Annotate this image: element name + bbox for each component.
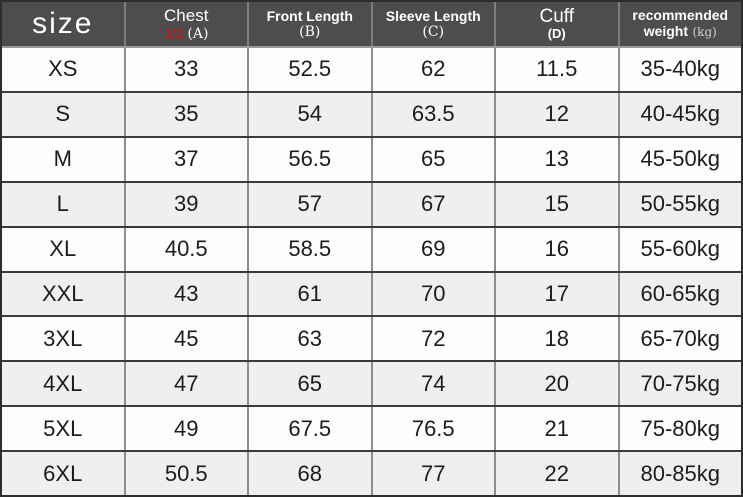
cell-sleeve-length: 62: [373, 48, 496, 91]
cell-size: S: [2, 92, 126, 136]
cell-size: L: [2, 182, 126, 226]
cell-size: 3XL: [2, 317, 126, 361]
header-sleeve-length: Sleeve Length (C): [373, 2, 496, 46]
header-sleeve-length-title: Sleeve Length: [385, 7, 481, 24]
cell-weight: 50-55kg: [640, 191, 720, 217]
cell-chest: 47: [126, 362, 249, 406]
cell-front-length: 68: [249, 452, 373, 496]
cell-front-length: 58.5: [249, 227, 373, 271]
header-front-length-letter: (B): [299, 24, 321, 40]
cell-cuff: 13: [496, 137, 620, 181]
cell-front-length: 54: [249, 92, 373, 136]
table-row: XS 33 52.5 62 11.5 35-40kg: [2, 48, 741, 93]
table-row: 4XL 47 65 74 20 70-75kg: [2, 362, 741, 408]
cell-sleeve-length: 65: [373, 137, 496, 181]
cell-sleeve-length: 77: [373, 452, 496, 496]
cell-sleeve-length: 69: [373, 227, 496, 271]
cell-weight: 70-75kg: [640, 370, 720, 396]
cell-cuff: 18: [496, 317, 620, 361]
header-front-length-title: Front Length: [266, 7, 353, 24]
cell-chest: 49: [126, 407, 249, 451]
cell-sleeve-length: 72: [373, 317, 496, 361]
cell-cuff: 17: [496, 272, 620, 316]
header-chest-letter: (A): [187, 26, 209, 43]
table-row: M 37 56.5 65 13 45-50kg: [2, 137, 741, 183]
cell-weight: 55-60kg: [640, 236, 720, 262]
cell-size: 6XL: [2, 452, 126, 496]
header-weight-label: weight: [643, 22, 689, 39]
header-chest-sub: 1/2 (A): [164, 25, 208, 42]
cell-chest: 40.5: [126, 227, 249, 271]
table-row: 5XL 49 67.5 76.5 21 75-80kg: [2, 407, 741, 453]
cell-sleeve-length: 70: [373, 272, 496, 316]
table-row: XXL 43 61 70 17 60-65kg: [2, 272, 741, 318]
cell-weight: 40-45kg: [640, 101, 720, 127]
cell-sleeve-length: 67: [373, 182, 496, 226]
cell-weight: 45-50kg: [640, 146, 720, 172]
header-sleeve-length-letter: (C): [422, 24, 445, 40]
cell-front-length: 56.5: [249, 137, 373, 181]
cell-chest: 35: [126, 92, 249, 136]
header-recommended-line1: recommended: [632, 6, 729, 23]
cell-size: M: [2, 137, 126, 181]
header-size-label: size: [32, 6, 94, 40]
header-cuff-title: Cuff: [539, 5, 574, 27]
cell-weight: 65-70kg: [640, 325, 720, 351]
cell-front-length: 63: [249, 317, 373, 361]
cell-size: XL: [2, 227, 126, 271]
cell-front-length: 65: [249, 362, 373, 406]
cell-chest: 37: [126, 137, 249, 181]
header-chest: Chest 1/2 (A): [126, 2, 249, 46]
cell-cuff: 20: [496, 362, 620, 406]
cell-cuff: 22: [496, 452, 620, 496]
cell-front-length: 57: [249, 182, 373, 226]
header-cuff: Cuff (D): [496, 2, 620, 46]
header-kg-unit: (kg): [692, 24, 717, 39]
cell-chest: 39: [126, 182, 249, 226]
table-header-row: size Chest 1/2 (A) Front Length (B) Slee…: [2, 2, 741, 48]
table-row: XL 40.5 58.5 69 16 55-60kg: [2, 227, 741, 273]
header-recommended-weight: recommended weight (kg): [620, 2, 742, 46]
cell-size: 4XL: [2, 362, 126, 406]
cell-chest: 43: [126, 272, 249, 316]
cell-sleeve-length: 74: [373, 362, 496, 406]
cell-weight: 60-65kg: [640, 280, 720, 306]
table-row: L 39 57 67 15 50-55kg: [2, 182, 741, 228]
header-size: size: [2, 2, 126, 46]
cell-cuff: 16: [496, 227, 620, 271]
cell-size: XXL: [2, 272, 126, 316]
cell-front-length: 61: [249, 272, 373, 316]
cell-chest: 33: [126, 48, 249, 91]
cell-chest: 50.5: [126, 452, 249, 496]
cell-size: 5XL: [2, 407, 126, 451]
table-row: 6XL 50.5 68 77 22 80-85kg: [2, 452, 741, 496]
cell-sleeve-length: 63.5: [373, 92, 496, 136]
cell-cuff: 11.5: [496, 48, 620, 91]
table-row: S 35 54 63.5 12 40-45kg: [2, 92, 741, 138]
table-row: 3XL 45 63 72 18 65-70kg: [2, 317, 741, 363]
cell-weight: 75-80kg: [640, 415, 720, 441]
header-recommended-line2: weight (kg): [644, 23, 717, 41]
cell-size: XS: [2, 48, 126, 91]
header-chest-title: Chest: [164, 5, 209, 25]
cell-sleeve-length: 76.5: [373, 407, 496, 451]
header-chest-fraction: 1/2: [164, 25, 184, 42]
cell-weight: 80-85kg: [640, 460, 720, 486]
cell-cuff: 21: [496, 407, 620, 451]
cell-weight: 35-40kg: [640, 56, 720, 82]
cell-front-length: 52.5: [249, 48, 373, 91]
cell-cuff: 12: [496, 92, 620, 136]
cell-front-length: 67.5: [249, 407, 373, 451]
header-front-length: Front Length (B): [249, 2, 373, 46]
cell-chest: 45: [126, 317, 249, 361]
header-cuff-letter: (D): [547, 26, 566, 42]
cell-cuff: 15: [496, 182, 620, 226]
